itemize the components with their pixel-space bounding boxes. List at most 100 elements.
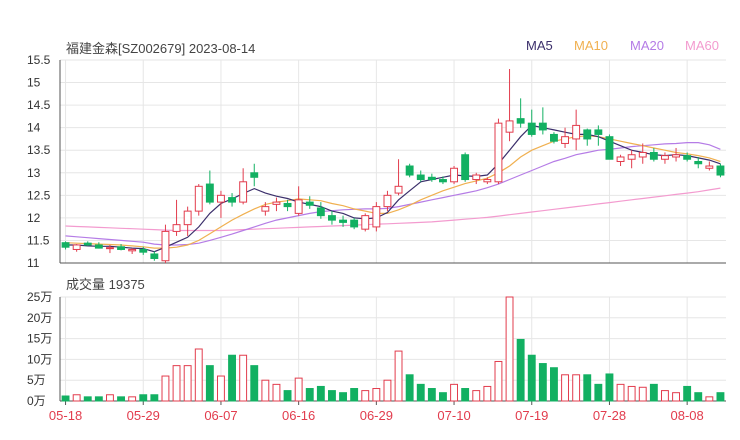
- volume-value: 19375: [108, 277, 145, 292]
- volume-bar: [694, 392, 703, 402]
- candle-body: [394, 185, 403, 194]
- candle: [250, 163, 259, 187]
- volume-header: 成交量 19375: [66, 274, 145, 293]
- volume-bar: [505, 296, 514, 402]
- volume-bar: [172, 365, 181, 402]
- legend-ma20-label: MA20: [630, 38, 664, 53]
- candle-body: [472, 174, 481, 181]
- candle-body: [106, 247, 114, 250]
- candle: [672, 147, 680, 162]
- candle-body: [239, 181, 248, 203]
- price-tick-label: 14.5: [27, 98, 51, 112]
- candle: [328, 211, 336, 225]
- candle-body: [83, 242, 92, 246]
- volume-bar: [117, 396, 125, 402]
- legend-ma5: MA5: [526, 38, 553, 53]
- candle-body: [172, 224, 181, 232]
- volume-bar: [106, 394, 114, 402]
- volume-bar: [316, 385, 325, 402]
- chart-title: 福建金森[SZ002679] 2023-08-14: [66, 38, 255, 57]
- candle-body: [228, 197, 236, 203]
- volume-bar: [661, 390, 669, 402]
- volume-tick-label: 25万: [27, 290, 52, 304]
- candle: [94, 242, 103, 249]
- candle-body: [261, 206, 270, 212]
- candle-body: [294, 199, 303, 214]
- volume-bar: [217, 375, 225, 402]
- candle-body: [272, 201, 281, 205]
- candle: [638, 143, 647, 164]
- x-tick-label: 05-29: [127, 408, 160, 423]
- volume-bar: [72, 394, 81, 402]
- volume-bar: [638, 386, 647, 402]
- candle: [649, 147, 658, 162]
- candle: [183, 206, 192, 236]
- candle: [572, 109, 581, 151]
- volume-bar: [383, 379, 392, 402]
- volume-bar: [572, 374, 581, 402]
- candle-body: [605, 136, 614, 160]
- candle-body: [516, 118, 525, 124]
- candle-body: [594, 129, 603, 135]
- volume-bar: [494, 360, 503, 402]
- volume-bar: [83, 396, 92, 402]
- volume-bar: [649, 383, 658, 402]
- volume-bar: [483, 385, 492, 402]
- candle-body: [661, 155, 669, 160]
- candle-body: [161, 230, 170, 262]
- volume-bar: [683, 385, 692, 402]
- candle-body: [716, 165, 725, 176]
- candle-body: [572, 124, 581, 140]
- candle-body: [316, 207, 325, 217]
- candle: [272, 197, 281, 212]
- volume-tick-label: 0万: [27, 394, 46, 408]
- candle: [627, 150, 636, 169]
- volume-bar: [328, 390, 336, 402]
- volume-bar: [538, 363, 547, 402]
- x-tick-label: 06-16: [282, 408, 315, 423]
- x-tick-label: 07-10: [437, 408, 470, 423]
- volume-bar: [472, 390, 481, 402]
- candle: [450, 166, 458, 185]
- candle: [294, 186, 303, 216]
- candle: [161, 224, 170, 263]
- volume-bar: [550, 367, 558, 402]
- candle: [494, 118, 503, 185]
- volume-bar: [128, 396, 137, 402]
- candle: [150, 251, 159, 261]
- candle: [372, 202, 381, 232]
- candle-body: [405, 165, 414, 176]
- candle-body: [339, 219, 347, 223]
- x-tick-label: 07-28: [593, 408, 626, 423]
- candle-body: [117, 246, 125, 250]
- candle: [217, 190, 225, 218]
- candle: [527, 109, 536, 137]
- price-tick-label: 13.5: [27, 143, 51, 157]
- candle-body: [194, 185, 203, 212]
- volume-bar: [627, 385, 636, 402]
- volume-bar: [594, 383, 603, 402]
- candle-body: [638, 151, 647, 158]
- volume-bar: [394, 350, 403, 402]
- candle: [72, 244, 81, 252]
- ma-line-ma60: [65, 187, 721, 232]
- legend-ma10-label: MA10: [574, 38, 608, 53]
- volume-bar: [261, 379, 270, 402]
- candle: [239, 168, 248, 205]
- candle: [128, 248, 137, 254]
- candle: [383, 190, 392, 212]
- candle-body: [94, 244, 103, 249]
- volume-label: 成交量: [66, 277, 106, 292]
- volume-bar: [672, 392, 680, 402]
- volume-tick-label: 15万: [27, 332, 52, 346]
- candle: [439, 176, 447, 185]
- volume-bar: [605, 373, 614, 402]
- candle-body: [538, 122, 547, 131]
- candle-body: [139, 248, 148, 253]
- candle-body: [183, 210, 192, 226]
- candle: [305, 196, 314, 209]
- candle: [694, 156, 703, 169]
- price-tick-label: 15: [27, 76, 41, 90]
- volume-bar: [583, 374, 592, 402]
- candle: [538, 107, 547, 135]
